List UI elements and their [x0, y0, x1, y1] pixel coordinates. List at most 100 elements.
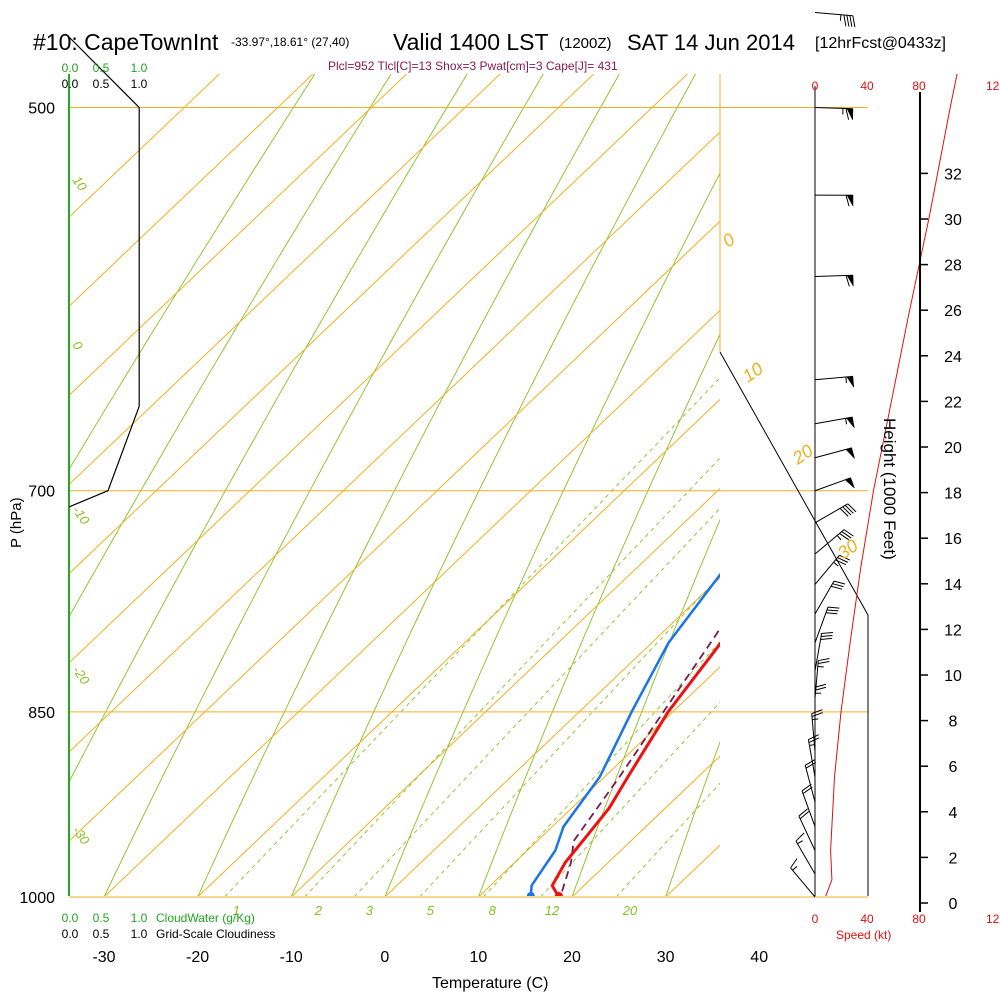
wind-barb-flag: [801, 783, 812, 792]
adiabat-label: -10: [70, 503, 94, 528]
wind-barb-pennant: [846, 108, 854, 120]
speed-axis-title: Speed (kt): [836, 928, 891, 942]
wind-barb-flag: [839, 507, 849, 517]
wind-barb-half-flag: [792, 865, 798, 871]
surface-dewpoint-marker: [526, 892, 535, 896]
isotherm: [385, 577, 720, 896]
mixing-ratio-line: [483, 641, 720, 896]
wind-barb-flag: [844, 504, 854, 514]
cloudwater-tick-top: 0.5: [93, 61, 110, 75]
wind-barb-flag: [845, 275, 850, 287]
wind-barb-flag: [847, 503, 857, 513]
temperature-tick-label: 10: [470, 949, 488, 966]
cloudiness-tick-bottom: 0.0: [62, 927, 79, 941]
adiabat-label: 10: [739, 358, 767, 386]
speed-tick-top: 80: [912, 79, 926, 93]
temperature-tick-label: -30: [92, 949, 115, 966]
wind-barb-staff: [814, 477, 851, 492]
wind-barb: [790, 858, 816, 898]
height-tick-label: 0: [949, 896, 958, 913]
wind-barb-flag: [820, 637, 832, 640]
wind-barb-flag: [845, 195, 850, 207]
adiabat-label: 30: [834, 535, 862, 563]
forecast-info: [12hrFcst@0433z]: [815, 35, 946, 52]
wind-barb-flag: [821, 634, 833, 637]
isotherm: [69, 220, 720, 842]
wind-barb: [814, 631, 833, 672]
wind-barb-half-flag: [845, 377, 847, 384]
wind-barb-flag: [839, 554, 850, 561]
wind-barb-flag: [814, 683, 827, 688]
dry-adiabat: [384, 172, 720, 896]
wind-barb: [814, 554, 850, 585]
wind-barb-staff: [814, 107, 854, 110]
speed-tick-top: 120: [986, 79, 1000, 93]
wind-barb-staff: [814, 580, 835, 615]
cloudiness-tick-top: 0.0: [62, 77, 79, 91]
temperature-tick-label: -10: [280, 949, 303, 966]
temperature-tick-label: 0: [380, 949, 389, 966]
wind-barb-flag: [832, 583, 844, 588]
wind-barb: [814, 447, 855, 459]
height-tick-label: 4: [949, 805, 958, 822]
height-tick-label: 16: [944, 531, 962, 548]
wind-barb: [814, 529, 854, 555]
wind-barb-flag: [839, 533, 850, 541]
isotherm: [478, 666, 720, 896]
wind-barb-staff: [814, 554, 840, 585]
wind-barb-flag: [790, 858, 798, 869]
wind-barb-staff: [814, 606, 829, 644]
height-tick-label: 32: [944, 166, 962, 183]
sounding-profiles: [526, 572, 720, 896]
height-tick-label: 8: [949, 714, 958, 731]
wind-barb: [798, 808, 816, 851]
adiabat-label: 0: [719, 229, 739, 251]
isotherm: [104, 309, 720, 896]
mixing-ratio-line: [540, 701, 720, 896]
valid-date: SAT 14 Jun 2014: [627, 30, 795, 55]
wind-barb-staff: [798, 815, 816, 851]
cloudwater-tick-bottom: 0.5: [93, 911, 110, 925]
mixing-ratio-line: [419, 575, 720, 896]
wind-barb-flag: [852, 15, 856, 28]
wind-barb: [814, 658, 830, 699]
temperature-tick-label: 20: [563, 949, 581, 966]
wind-barb-flag: [817, 661, 830, 665]
parcel-trajectory: [561, 627, 720, 892]
adiabat-label: 20: [788, 440, 817, 468]
height-tick-label: 14: [944, 577, 962, 594]
wind-barb: [804, 759, 817, 803]
wind-barb-flag: [843, 529, 854, 537]
height-tick-label: 6: [949, 759, 958, 776]
cloudwater-tick-bottom: 1.0: [131, 911, 148, 925]
wind-barb: [814, 606, 840, 644]
dry-adiabat: [69, 74, 468, 784]
cloudiness-tick-top: 0.5: [93, 77, 110, 91]
cloudiness-tick-top: 1.0: [131, 77, 148, 91]
wind-barb-flag: [798, 808, 808, 817]
wind-barb-half-flag: [845, 418, 848, 425]
height-tick-label: 20: [944, 440, 962, 457]
height-axis-title: Height (1000 Feet): [880, 418, 899, 560]
wind-barb-pennant: [844, 477, 855, 489]
wind-barb-flag: [841, 531, 852, 539]
wind-barb-pennant: [845, 447, 855, 459]
wind-barb-staff: [814, 660, 819, 699]
wind-barb-flag: [795, 832, 805, 842]
dry-adiabat: [853, 0, 1000, 897]
wind-barb-staff: [814, 633, 823, 672]
isotherm: [197, 398, 720, 896]
wind-barb-flag: [837, 557, 849, 563]
dry-adiabats: [69, 0, 1000, 897]
height-tick-label: 2: [949, 850, 958, 867]
pressure-tick-label: 1000: [19, 890, 55, 907]
wind-barb-pennant: [846, 194, 854, 207]
height-tick-label: 22: [944, 394, 962, 411]
dry-adiabat: [665, 740, 720, 896]
speed-tick-bottom: 40: [860, 912, 874, 926]
wind-barb-flag: [830, 585, 843, 590]
mixing-ratio-label: 3: [366, 903, 374, 918]
station-title: #10: CapeTownInt: [33, 29, 219, 55]
